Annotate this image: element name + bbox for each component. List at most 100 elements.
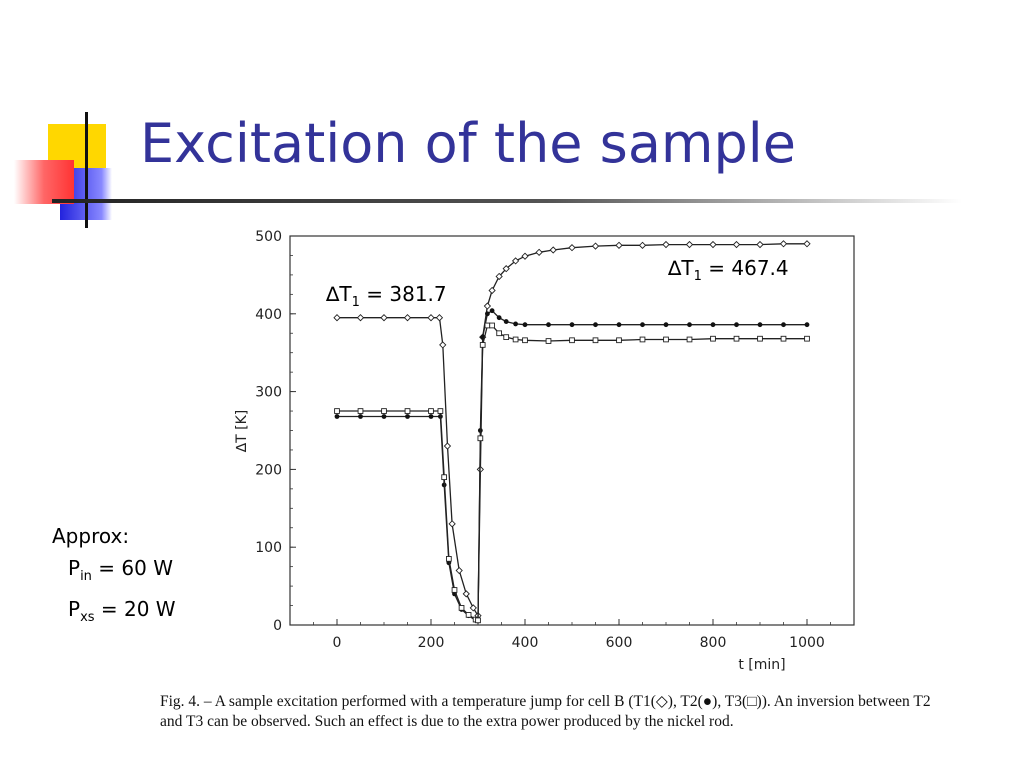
point-T1: [439, 341, 447, 349]
y-tick-label: 500: [255, 229, 282, 245]
point-T1: [549, 246, 557, 254]
point-T1: [380, 314, 388, 322]
series-T3: [334, 322, 810, 624]
series-line-T3: [337, 324, 807, 622]
dt1-left-symbol: ∆T: [326, 282, 352, 306]
point-T3: [357, 408, 364, 414]
y-tick-label: 300: [255, 385, 282, 401]
point-T3: [522, 337, 528, 344]
point-T2: [546, 322, 551, 328]
point-T3: [465, 612, 472, 618]
point-T2: [513, 321, 518, 327]
x-tick-label: 400: [512, 635, 539, 651]
point-T1: [615, 241, 623, 249]
point-T3: [484, 322, 491, 329]
dt1-left-value: = 381.7: [359, 282, 447, 306]
point-T2: [734, 322, 739, 328]
corner-logo: [0, 0, 140, 230]
point-T3: [477, 435, 484, 442]
title-underline: [52, 199, 962, 203]
point-T2: [522, 322, 528, 328]
point-T3: [639, 336, 646, 343]
pin-value: = 60 W: [91, 556, 173, 580]
point-T1: [662, 240, 670, 249]
point-T3: [733, 335, 740, 342]
series-line-T1: [337, 243, 807, 618]
point-T3: [545, 338, 552, 344]
logo-vertical-line: [85, 112, 88, 228]
point-T1: [709, 240, 717, 249]
point-T3: [334, 408, 340, 414]
x-tick-label: 600: [606, 635, 633, 651]
dt1-left-sub: 1: [351, 295, 360, 310]
approx-heading: Approx:: [52, 524, 130, 548]
x-tick-label: 0: [333, 635, 342, 651]
point-T1: [803, 240, 811, 248]
point-T3: [710, 335, 716, 342]
point-T3: [428, 408, 434, 414]
temperature-chart: 0 200 400 600 800 1000 0 100 200 300 400 500 t [mi…: [234, 229, 855, 673]
logo-red-square: [14, 160, 74, 204]
point-T1: [779, 240, 788, 248]
point-T1: [427, 314, 435, 322]
point-T1: [356, 314, 365, 322]
dt1-right-sub: 1: [693, 269, 702, 284]
point-T1: [448, 520, 456, 528]
point-T2: [710, 322, 716, 328]
x-axis-ticks: 0 200 400 600 800 1000: [289, 619, 855, 651]
x-tick-label: 800: [700, 635, 727, 651]
y-tick-label: 400: [255, 307, 282, 323]
point-T2: [804, 322, 810, 328]
point-T3: [757, 335, 763, 342]
point-T2: [616, 322, 622, 328]
point-T1: [462, 590, 470, 598]
point-T1: [495, 272, 503, 281]
figure-caption: Fig. 4. – A sample excitation performed …: [160, 693, 931, 730]
point-T3: [381, 408, 387, 414]
point-T3: [780, 335, 787, 342]
x-tick-label: 200: [418, 635, 445, 651]
point-T1: [443, 442, 452, 450]
pxs-line: Pxs = 20 W: [52, 593, 176, 634]
point-T2: [593, 322, 598, 328]
pin-sub: in: [80, 569, 92, 584]
y-axis-ticks: 0 100 200 300 400 500: [255, 229, 296, 634]
dt1-right-value: = 467.4: [701, 256, 789, 280]
point-T2: [485, 311, 490, 317]
point-T2: [503, 319, 509, 324]
point-T3: [479, 342, 486, 348]
x-tick-label: 1000: [789, 635, 825, 651]
point-T3: [804, 335, 810, 342]
series-T1: [333, 240, 811, 620]
y-axis-label: ∆T [K]: [234, 410, 250, 453]
pin-label: P: [68, 556, 81, 580]
point-T1: [511, 257, 520, 265]
point-T1: [435, 314, 444, 322]
pin-line: Pin = 60 W: [52, 552, 176, 593]
point-T1: [591, 242, 600, 250]
point-T1: [488, 286, 496, 295]
point-T1: [685, 240, 694, 249]
point-T2: [496, 315, 502, 321]
point-T3: [663, 336, 669, 343]
point-T2: [428, 414, 434, 419]
point-T2: [569, 322, 575, 328]
dt1-left-annotation: ∆T1 = 381.7: [326, 282, 447, 310]
point-T1: [521, 252, 529, 260]
point-T1: [333, 314, 341, 322]
series-line-T2: [337, 309, 807, 622]
pxs-sub: xs: [80, 610, 95, 625]
point-T3: [592, 337, 599, 344]
point-T1: [535, 248, 543, 256]
point-T1: [469, 604, 477, 612]
approx-block: Approx: Pin = 60 W Pxs = 20 W: [52, 520, 176, 634]
pxs-value: = 20 W: [94, 597, 176, 621]
point-T2: [381, 414, 387, 419]
series-layer: [333, 240, 811, 624]
point-T2: [405, 414, 410, 419]
pxs-label: P: [68, 597, 81, 621]
point-T3: [446, 556, 452, 562]
point-T1: [638, 241, 647, 249]
point-T3: [475, 617, 481, 624]
point-T2: [663, 322, 669, 328]
